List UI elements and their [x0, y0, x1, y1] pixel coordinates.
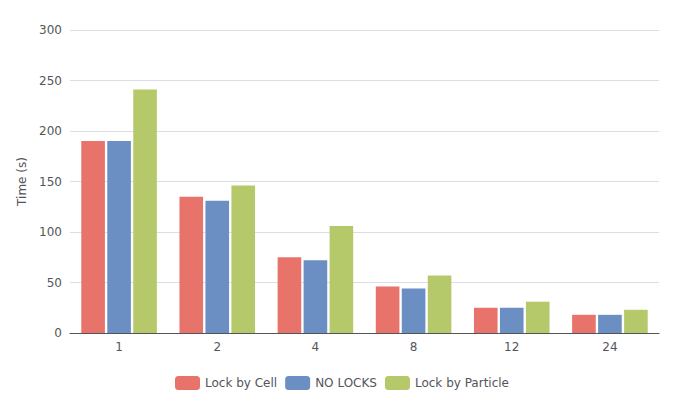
svg-text:NO LOCKS: NO LOCKS [315, 376, 377, 390]
svg-text:300: 300 [39, 23, 62, 37]
svg-text:2: 2 [213, 340, 221, 354]
svg-text:Lock by Cell: Lock by Cell [205, 376, 277, 390]
svg-text:24: 24 [602, 340, 617, 354]
svg-text:8: 8 [410, 340, 418, 354]
svg-text:12: 12 [504, 340, 519, 354]
svg-text:4: 4 [312, 340, 320, 354]
svg-text:50: 50 [47, 276, 62, 290]
svg-text:Lock by Particle: Lock by Particle [415, 376, 509, 390]
svg-text:200: 200 [39, 124, 62, 138]
svg-text:100: 100 [39, 225, 62, 239]
svg-text:1: 1 [115, 340, 123, 354]
svg-text:Time (s): Time (s) [15, 157, 29, 207]
svg-text:150: 150 [39, 175, 62, 189]
svg-text:250: 250 [39, 74, 62, 88]
svg-text:0: 0 [54, 326, 62, 340]
